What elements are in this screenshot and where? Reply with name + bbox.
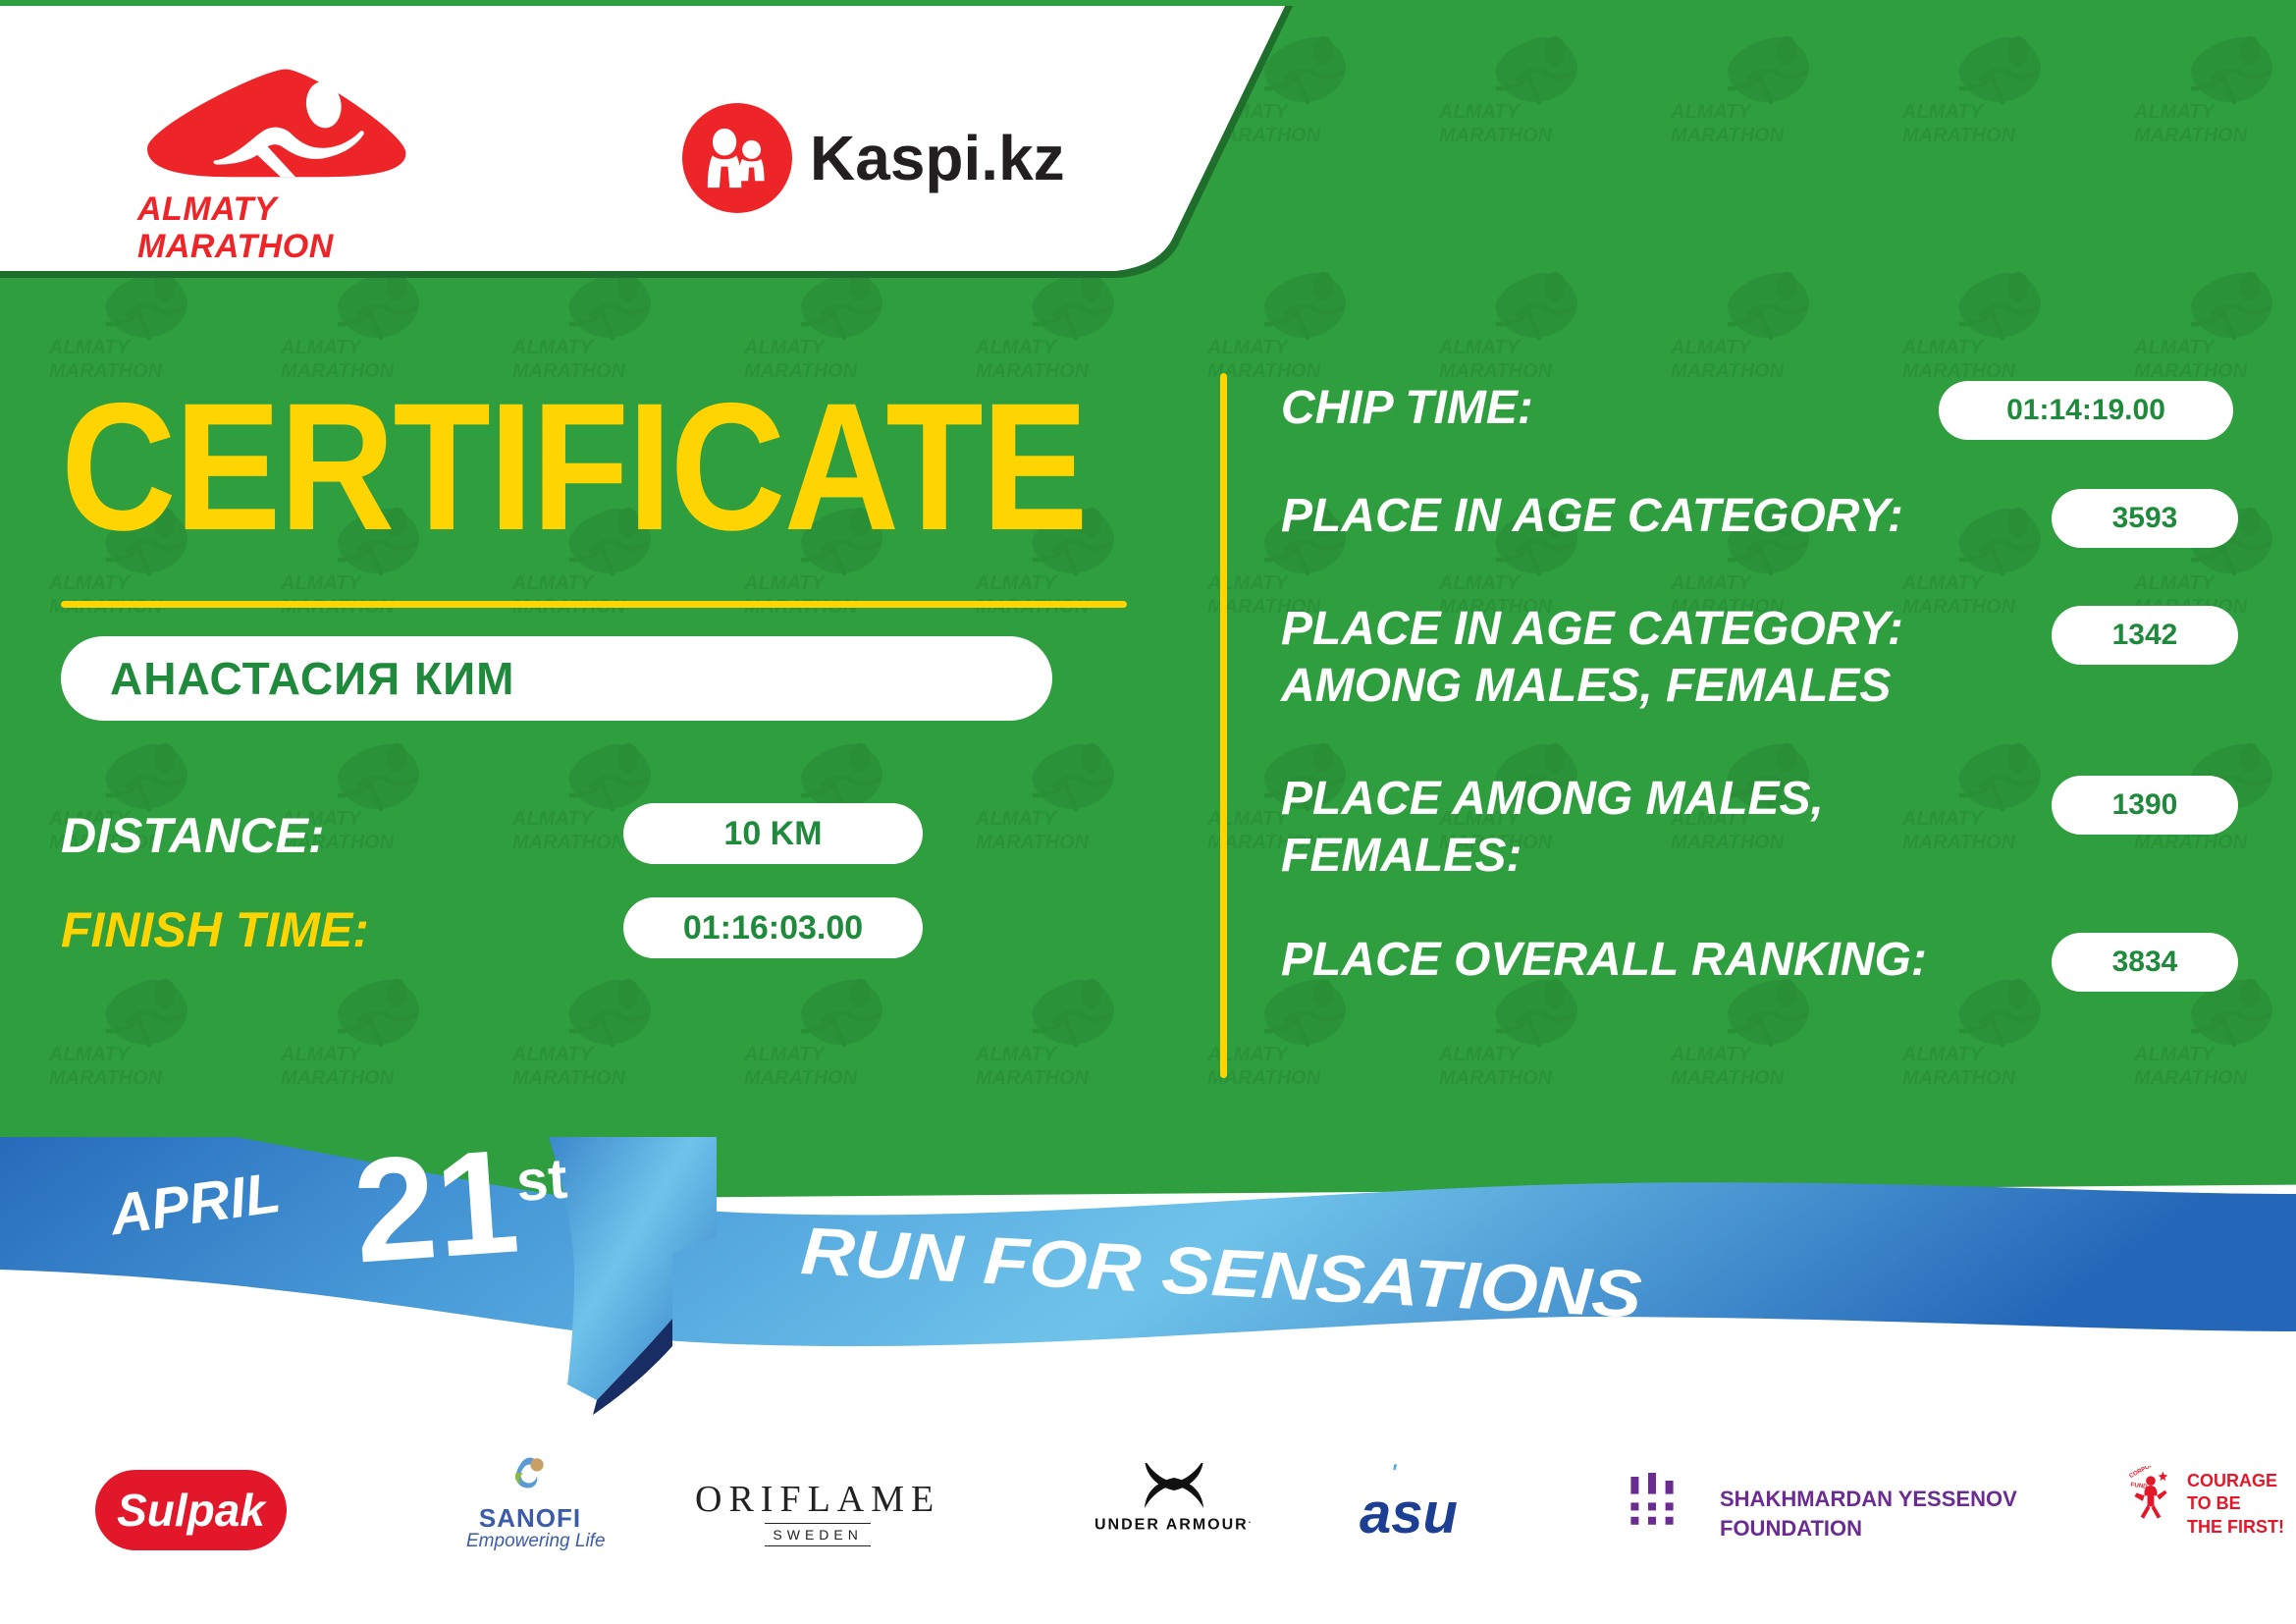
svg-text:FUND: FUND xyxy=(2130,1482,2149,1490)
